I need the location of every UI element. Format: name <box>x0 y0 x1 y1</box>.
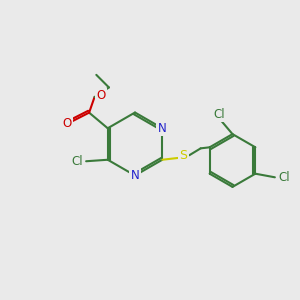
Text: O: O <box>63 117 72 130</box>
Text: S: S <box>179 149 187 162</box>
Text: N: N <box>130 169 140 182</box>
Text: Cl: Cl <box>278 171 290 184</box>
Text: Cl: Cl <box>71 155 83 168</box>
Text: Cl: Cl <box>214 107 225 121</box>
Text: N: N <box>158 122 167 135</box>
Text: O: O <box>97 89 106 102</box>
